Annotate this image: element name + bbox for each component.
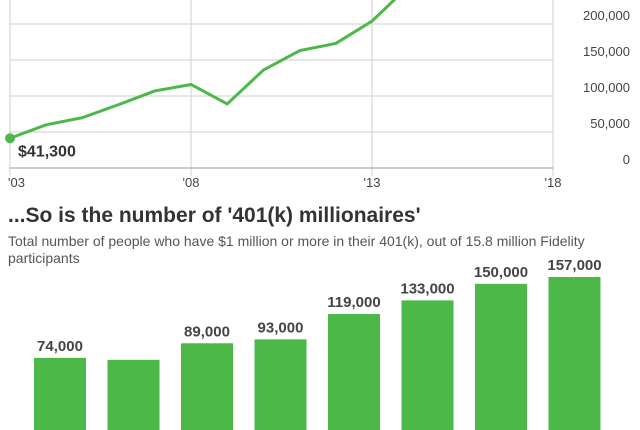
start-value-callout: $41,300 (18, 143, 76, 160)
bar-labels: 74,000 89,000 93,000 119,000 133,000 150,000 1… (37, 257, 602, 355)
bar-value-label: 89,000 (184, 323, 230, 340)
bar (34, 357, 86, 430)
y-tick-label: 0 (623, 152, 630, 167)
line-chart-y-ticks: 200,000 150,000 100,000 50,000 0 (583, 8, 630, 167)
bar-chart-title: ...So is the number of '401(k) millionai… (8, 204, 421, 227)
bar (107, 359, 160, 430)
bar (328, 314, 380, 430)
bars (34, 277, 601, 430)
start-point (5, 133, 15, 144)
bar (254, 339, 307, 430)
bar-value-label: 74,000 (37, 338, 83, 355)
bar (475, 283, 527, 430)
bar-value-label: 133,000 (400, 280, 454, 297)
bar (181, 343, 233, 430)
y-tick-label: 150,000 (583, 44, 630, 59)
bar-value-label: 157,000 (547, 257, 601, 274)
line-chart-grid (9, 0, 554, 176)
y-tick-label: 200,000 (583, 8, 630, 23)
y-tick-label: 100,000 (583, 80, 630, 95)
bar-chart-subtitle: Total number of people who have $1 milli… (8, 233, 585, 266)
x-tick-label: '13 (364, 175, 381, 190)
bar-value-label: 93,000 (258, 319, 304, 336)
line-chart-x-ticks: '03 '08 '13 '18 (8, 175, 561, 190)
x-tick-label: '18 (545, 175, 562, 190)
balance-line-chart: 200,000 150,000 100,000 50,000 0 '03 '08 '13 '1… (5, 0, 630, 190)
balance-series-line (9, 0, 397, 140)
bar-value-label: 119,000 (327, 294, 380, 311)
x-tick-label: '03 (8, 175, 25, 190)
y-tick-label: 50,000 (590, 116, 630, 131)
bar-value-label: 150,000 (474, 264, 528, 281)
bar (548, 277, 601, 430)
x-tick-label: '08 (183, 175, 200, 190)
bar (401, 300, 454, 430)
millionaires-bar-chart: 74,000 89,000 93,000 119,000 133,000 150,000 1… (34, 257, 602, 430)
